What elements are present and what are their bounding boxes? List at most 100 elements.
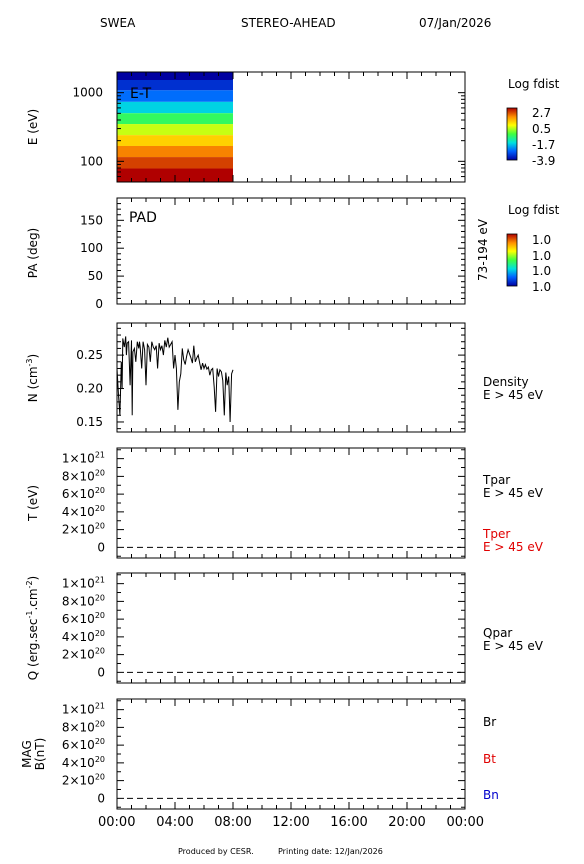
bn-series-name: Bn [483, 788, 499, 802]
energy-colorbar-title: Log fdist [508, 77, 560, 91]
panel-4-frame [116, 447, 466, 559]
pad-colorbar [506, 233, 518, 287]
temperature-tick-mantissa: 0 [97, 540, 105, 554]
mag-axis-label-top-part: MAG [20, 740, 34, 768]
x-tick-label: 00:00 [98, 815, 135, 830]
pa-axis-label: PA (deg) [26, 228, 40, 278]
bt-series-name: Bt [483, 752, 496, 766]
energy-tick-label: 100 [80, 154, 103, 168]
panel-3-frame [116, 322, 466, 433]
pad-colorbar-label: 1.0 [532, 233, 551, 247]
energy-band-420eV [117, 113, 233, 125]
mag-tick-mantissa: 2×10 [62, 774, 95, 788]
temperature-tick-exponent: 20 [95, 522, 105, 531]
tper-series-name: Tper [482, 527, 510, 541]
tper-series-sublabel: E > 45 eV [483, 540, 544, 554]
temperature-tick-label: 8×1020 [62, 468, 105, 483]
heatflux-tick-mantissa: 6×10 [62, 612, 95, 626]
date-title: 07/Jan/2026 [419, 16, 491, 30]
panel-6-frame [116, 698, 466, 810]
energy-band-1300eV [117, 79, 233, 91]
pa-axis-label-part: PA (deg) [26, 228, 40, 278]
pa-tick-label: 50 [88, 269, 103, 283]
pa-tick-label: 100 [80, 241, 103, 255]
pa-tick-label: 150 [80, 213, 103, 227]
mag-tick-label: 1×1021 [62, 702, 105, 717]
temperature-tick-mantissa: 8×10 [62, 469, 95, 483]
pad-colorbar-label: 1.0 [532, 249, 551, 263]
mag-tick-mantissa: 4×10 [62, 756, 95, 770]
et-annotation: E-T [130, 86, 152, 102]
heatflux-tick-label: 6×1020 [62, 611, 105, 626]
pa-tick-label: 0 [95, 297, 103, 311]
heatflux-axis-label: Q (erg.sec-1.cm-2) [25, 576, 40, 680]
pad-colorbar-label: 1.0 [532, 280, 551, 294]
qpar-series-sublabel: E > 45 eV [483, 639, 544, 653]
temperature-tick-exponent: 20 [95, 468, 105, 477]
mag-tick-exponent: 20 [95, 737, 105, 746]
temperature-tick-mantissa: 6×10 [62, 487, 95, 501]
x-tick-label: 00:00 [447, 815, 484, 830]
temperature-tick-mantissa: 2×10 [62, 523, 95, 537]
energy-band-95eV [117, 157, 233, 169]
heatflux-axis-label-part: Q (erg.sec [26, 619, 40, 681]
heatflux-axis-label-part: -2 [25, 580, 34, 588]
energy-axis-label: E (eV) [26, 109, 40, 145]
x-tick-label: 16:00 [330, 815, 367, 830]
density-axis-label-part: -3 [25, 358, 34, 366]
temperature-axis-label: T (eV) [26, 485, 40, 522]
heatflux-tick-label: 8×1020 [62, 593, 105, 608]
x-tick-label: 04:00 [156, 815, 193, 830]
energy-band-200eV [117, 135, 233, 146]
footer-produced: Produced by CESR. [178, 847, 254, 856]
heatflux-tick-exponent: 20 [95, 629, 105, 638]
mag-tick-label: 6×1020 [62, 737, 105, 752]
heatflux-tick-label: 4×1020 [62, 629, 105, 644]
energy-colorbar-label: -1.7 [532, 138, 555, 152]
heatflux-axis-label-part: ) [26, 576, 40, 581]
temperature-axis-label-part: T (eV) [26, 485, 40, 522]
temperature-tick-label: 6×1020 [62, 486, 105, 501]
density-tick-label: 0.15 [76, 415, 103, 429]
mag-tick-exponent: 20 [95, 719, 105, 728]
mag-tick-label: 2×1020 [62, 773, 105, 788]
tpar-series-sublabel: E > 45 eV [483, 486, 544, 500]
temperature-tick-label: 4×1020 [62, 504, 105, 519]
energy-colorbar-label: 2.7 [532, 106, 551, 120]
temperature-tick-mantissa: 4×10 [62, 505, 95, 519]
mag-tick-mantissa: 8×10 [62, 720, 95, 734]
footer-printing-date: Printing date: 12/Jan/2026 [278, 847, 383, 856]
mag-tick-mantissa: 1×10 [62, 703, 95, 717]
temperature-tick-exponent: 21 [95, 451, 105, 460]
heatflux-tick-exponent: 21 [95, 576, 105, 585]
energy-band-140eV [117, 145, 233, 158]
mag-axis-label-bottom: B(nT) [33, 738, 47, 771]
heatflux-tick-exponent: 20 [95, 611, 105, 620]
heatflux-axis-label-part: .cm [26, 588, 40, 610]
temperature-tick-label: 2×1020 [62, 522, 105, 537]
mag-tick-label: 8×1020 [62, 719, 105, 734]
mag-tick-exponent: 21 [95, 702, 105, 711]
mag-axis-label-bottom-part: B(nT) [33, 738, 47, 771]
density-series-sublabel: E > 45 eV [483, 388, 544, 402]
energy-band-600eV [117, 101, 233, 114]
pad-colorbar-label: 1.0 [532, 264, 551, 278]
heatflux-axis-label-part: -1 [25, 611, 34, 619]
density-series-name: Density [483, 375, 529, 389]
density-axis-label-part: N (cm [26, 366, 40, 402]
heatflux-tick-mantissa: 4×10 [62, 630, 95, 644]
x-tick-label: 08:00 [214, 815, 251, 830]
pad-energy-range: 73-194 eV [476, 218, 490, 281]
energy-tick-label: 1000 [72, 86, 103, 100]
qpar-series-name: Qpar [483, 626, 512, 640]
heatflux-tick-label: 1×1021 [62, 576, 105, 591]
mag-tick-label: 0 [97, 791, 105, 805]
mag-axis-label-top: MAG [20, 740, 34, 768]
heatflux-tick-mantissa: 8×10 [62, 594, 95, 608]
density-tick-label: 0.25 [76, 348, 103, 362]
pad-colorbar-title: Log fdist [508, 203, 560, 217]
density-tick-label: 0.20 [76, 382, 103, 396]
energy-band-290eV [117, 124, 233, 136]
energy-colorbar-label: -3.9 [532, 154, 555, 168]
